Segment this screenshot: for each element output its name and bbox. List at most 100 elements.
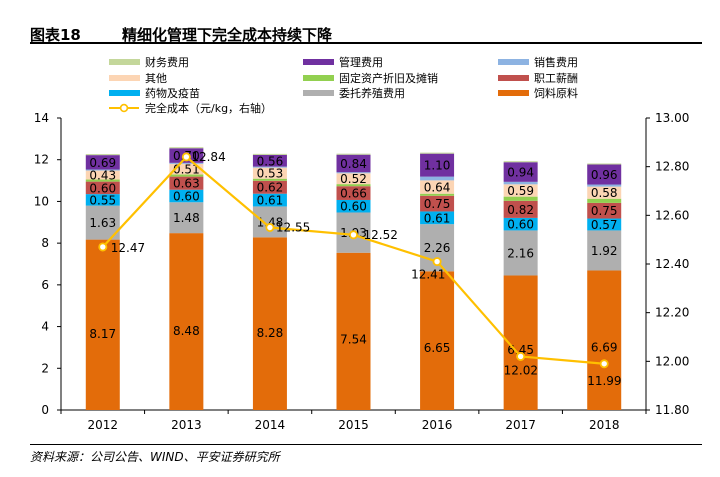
bar-value-label: 1.92 bbox=[591, 244, 618, 258]
bar-segment bbox=[336, 172, 371, 174]
bar-segment bbox=[587, 163, 622, 165]
bar-value-label: 6.69 bbox=[591, 341, 618, 355]
bar-segment bbox=[85, 154, 120, 156]
bar-value-label: 0.61 bbox=[257, 194, 284, 208]
total-cost-label: 11.99 bbox=[587, 374, 621, 388]
bar-value-label: 2.16 bbox=[507, 246, 534, 260]
bar-segment bbox=[503, 162, 538, 182]
left-tick-label: 6 bbox=[41, 278, 49, 292]
legend-swatch bbox=[303, 59, 334, 65]
bar-value-label: 7.54 bbox=[340, 333, 367, 347]
bar-segment bbox=[420, 153, 455, 177]
figure-label: 图表18 bbox=[30, 26, 81, 44]
right-tick-label: 12.80 bbox=[655, 160, 689, 174]
bar-segment bbox=[587, 184, 622, 187]
bar-segment bbox=[503, 161, 538, 163]
legend-label: 委托养殖费用 bbox=[339, 86, 405, 100]
legend-swatch bbox=[303, 75, 334, 81]
bar-segment bbox=[587, 164, 622, 185]
right-tick-label: 12.60 bbox=[655, 208, 689, 222]
bar-value-label: 0.58 bbox=[591, 186, 618, 200]
bar-segment bbox=[252, 153, 287, 155]
bar-segment bbox=[420, 193, 455, 196]
bar-segment bbox=[169, 162, 204, 164]
x-tick-label: 2014 bbox=[255, 418, 286, 432]
bar-value-label: 6.65 bbox=[424, 341, 451, 355]
bar-segment bbox=[587, 270, 622, 410]
bar-segment bbox=[420, 180, 455, 194]
bar-value-label: 0.94 bbox=[507, 166, 534, 180]
bar-segment bbox=[252, 180, 287, 194]
total-cost-marker bbox=[98, 242, 108, 252]
legend-swatch bbox=[109, 75, 140, 81]
bar-segment bbox=[336, 252, 371, 410]
bar-segment bbox=[252, 167, 287, 179]
figure-title: 精细化管理下完全成本持续下降 bbox=[122, 26, 333, 44]
bar-segment bbox=[336, 154, 371, 173]
legend-label: 销售费用 bbox=[534, 55, 578, 69]
bar-value-label: 0.75 bbox=[591, 204, 618, 218]
bar-value-label: 0.82 bbox=[507, 203, 534, 217]
bar-segment bbox=[503, 200, 538, 218]
right-tick-label: 12.40 bbox=[655, 257, 689, 271]
total-cost-line: 12.47 12.84 12.55 12.52 12.41 12.02 11.99 bbox=[98, 150, 622, 388]
x-tick-label: 2013 bbox=[171, 418, 202, 432]
bar-value-label: 0.60 bbox=[507, 218, 534, 232]
bar-value-label: 0.60 bbox=[89, 181, 116, 195]
x-tick-label: 2017 bbox=[505, 418, 536, 432]
bars: 8.171.630.550.600.430.698.481.480.600.63… bbox=[85, 147, 622, 410]
bar-segment bbox=[169, 189, 204, 203]
bar-segment bbox=[336, 184, 371, 187]
bar-value-label: 8.48 bbox=[173, 324, 200, 338]
bar-segment bbox=[336, 186, 371, 200]
bar-segment bbox=[252, 178, 287, 181]
bar-segment bbox=[252, 193, 287, 207]
bar-value-label: 8.28 bbox=[257, 326, 284, 340]
total-cost-marker bbox=[599, 359, 609, 369]
x-tick-label: 2015 bbox=[338, 418, 369, 432]
legend-label: 其他 bbox=[145, 72, 167, 85]
bar-value-label: 0.56 bbox=[257, 154, 284, 168]
bar-value-label: 0.64 bbox=[424, 181, 451, 195]
bar-value-label: 0.57 bbox=[591, 218, 618, 232]
legend-swatch bbox=[498, 75, 529, 81]
bar-value-label: 2.26 bbox=[424, 241, 451, 255]
x-tick-label: 2018 bbox=[589, 418, 620, 432]
bar-segment bbox=[503, 217, 538, 231]
bar-segment bbox=[169, 163, 204, 175]
bar-segment bbox=[85, 194, 120, 206]
legend-swatch bbox=[498, 59, 529, 65]
figure-header: 图表18 精细化管理下完全成本持续下降 bbox=[30, 2, 702, 44]
bar-segment bbox=[252, 166, 287, 168]
total-cost-label: 12.52 bbox=[364, 228, 398, 242]
bar-segment bbox=[85, 179, 120, 182]
bar-value-label: 0.52 bbox=[340, 172, 367, 186]
bar-segment bbox=[503, 184, 538, 197]
bar-value-label: 1.63 bbox=[89, 216, 116, 230]
left-tick-label: 12 bbox=[34, 153, 49, 167]
bar-segment bbox=[587, 218, 622, 231]
bar-value-label: 0.66 bbox=[340, 187, 367, 201]
bar-segment bbox=[85, 155, 120, 170]
bar-segment bbox=[420, 176, 455, 181]
bar-value-label: 0.43 bbox=[89, 169, 116, 183]
bar-segment bbox=[420, 152, 455, 154]
bar-segment bbox=[85, 239, 120, 410]
bar-value-label: 0.53 bbox=[257, 167, 284, 181]
total-cost-marker bbox=[265, 222, 275, 232]
total-cost-label: 12.41 bbox=[411, 268, 445, 282]
legend-label: 药物及疫苗 bbox=[145, 86, 200, 100]
right-tick-label: 12.00 bbox=[655, 354, 689, 368]
x-tick-label: 2012 bbox=[88, 418, 119, 432]
bar-value-label: 0.55 bbox=[89, 193, 116, 207]
bar-segment bbox=[169, 202, 204, 234]
left-tick-label: 8 bbox=[41, 236, 49, 250]
bar-value-label: 0.75 bbox=[424, 197, 451, 211]
total-cost-label: 12.55 bbox=[276, 221, 310, 235]
bar-segment bbox=[85, 181, 120, 195]
total-cost-label: 12.84 bbox=[191, 150, 225, 164]
source-note: 资料来源：公司公告、WIND、平安证券研究所 bbox=[30, 444, 702, 465]
total-cost-marker bbox=[432, 257, 442, 267]
